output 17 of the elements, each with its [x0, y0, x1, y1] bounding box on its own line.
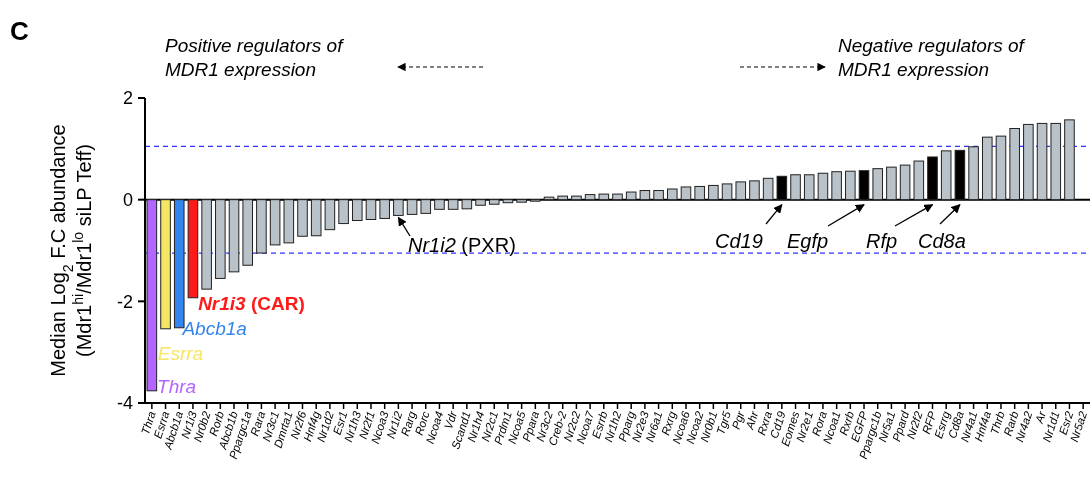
annotation: Nr1i2 (PXR): [408, 234, 516, 256]
annotation: Rfp: [866, 230, 898, 252]
annotation: Esrra: [157, 342, 204, 364]
text: Negative regulators of MDR1 expression: [838, 35, 1026, 80]
chart-title: C: [10, 16, 29, 46]
annotation: Cd19: [715, 230, 763, 252]
y-tick-label: 0: [122, 189, 133, 210]
y-tick-label: -4: [116, 393, 133, 414]
annotation: Abcb1a: [181, 317, 247, 339]
annotation: Nr1i3 (CAR): [198, 292, 305, 314]
text: Positive regulators of MDR1 expression: [165, 35, 345, 80]
y-tick-label: -2: [116, 291, 133, 312]
annotation: Cd8a: [918, 230, 966, 252]
annotation: Thra: [157, 375, 197, 397]
annotation: Egfp: [787, 230, 829, 252]
x-tick-label: Pgr: [729, 408, 748, 431]
y-tick-label: 2: [122, 88, 133, 109]
